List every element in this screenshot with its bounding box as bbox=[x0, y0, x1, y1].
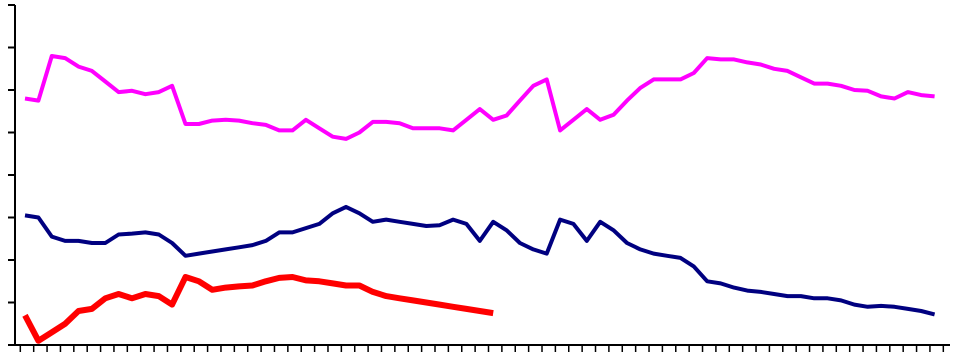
x-tick-group bbox=[19, 345, 945, 352]
y-tick-group bbox=[8, 4, 15, 346]
series-line-0 bbox=[24, 54, 935, 141]
series-group bbox=[22, 54, 936, 344]
series-line-1 bbox=[24, 204, 936, 317]
series-line-2 bbox=[22, 274, 494, 344]
